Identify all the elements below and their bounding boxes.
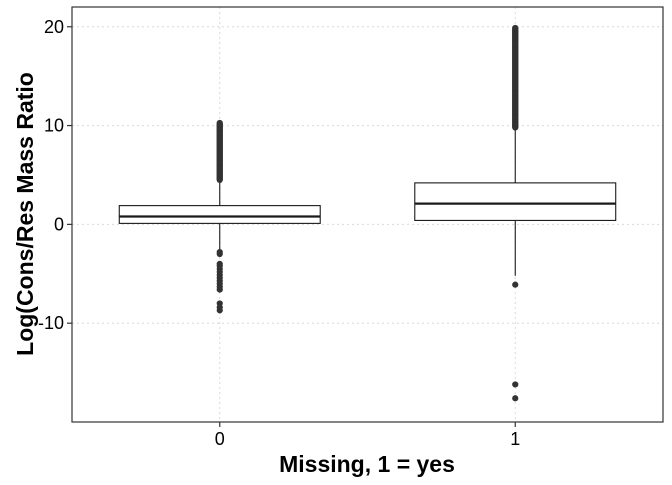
y-tick-label: -10	[38, 313, 64, 333]
y-tick-label: 10	[44, 116, 64, 136]
tick-layer: -10 0 10 20 0 1	[38, 17, 520, 449]
outlier-point	[216, 286, 223, 293]
x-tick-label: 0	[215, 429, 225, 449]
grid-layer	[72, 7, 663, 422]
y-tick-label: 20	[44, 17, 64, 37]
x-tick-label: 1	[510, 429, 520, 449]
y-axis-title: Log(Cons/Res Mass Ratio	[12, 72, 38, 356]
outlier-point	[512, 281, 519, 288]
outlier-point	[216, 119, 223, 127]
box-iqr	[118, 205, 321, 224]
outlier-point	[512, 381, 519, 388]
box-layer	[118, 24, 617, 402]
panel-border	[71, 6, 664, 423]
outlier-point	[216, 250, 223, 258]
y-tick-label: 0	[54, 214, 64, 234]
x-axis-title: Missing, 1 = yes	[279, 451, 455, 477]
box-iqr	[414, 182, 617, 221]
outlier-point	[512, 395, 519, 402]
outlier-point	[512, 24, 519, 32]
box-group-1	[414, 24, 617, 402]
box-group-0	[118, 119, 321, 314]
outlier-point	[216, 307, 223, 314]
